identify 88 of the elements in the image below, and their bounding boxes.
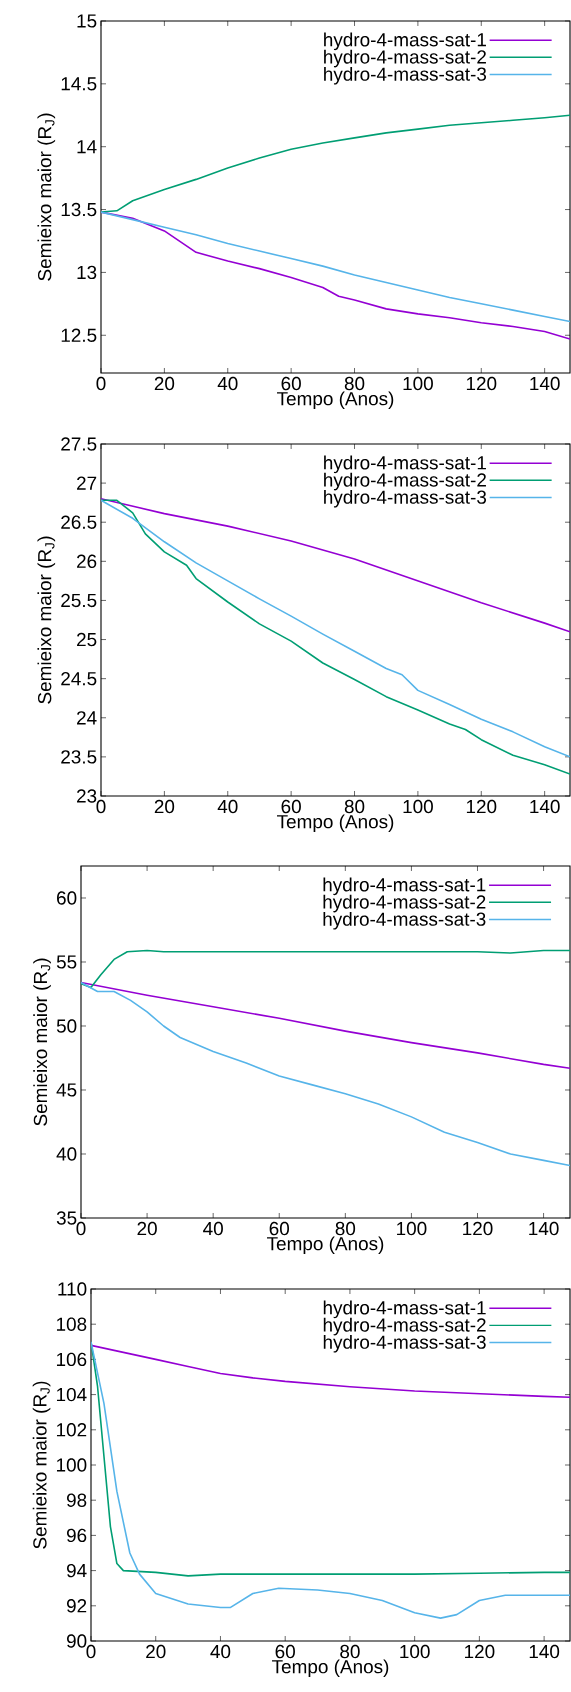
y-tick-label: 12.5 bbox=[61, 328, 97, 342]
y-tick-label: 96 bbox=[66, 1528, 87, 1543]
x-tick-label: 60 bbox=[269, 1221, 290, 1236]
x-axis-title: Tempo (Anos) bbox=[267, 1236, 384, 1255]
y-tick-label: 25.5 bbox=[61, 593, 97, 608]
legend-label: hydro-4-mass-sat-1 bbox=[323, 877, 486, 896]
y-tick-label: 98 bbox=[66, 1493, 87, 1507]
x-tick-label: 0 bbox=[96, 376, 106, 391]
x-tick-label: 100 bbox=[403, 376, 433, 391]
legend-label: hydro-4-mass-sat-3 bbox=[323, 911, 486, 930]
y-tick-label: 90 bbox=[66, 1634, 87, 1648]
x-tick-label: 80 bbox=[344, 376, 365, 391]
y-tick-label: 26 bbox=[77, 554, 97, 569]
legend-label: hydro-4-mass-sat-3 bbox=[324, 489, 487, 508]
y-tick-label: 13 bbox=[77, 265, 97, 280]
line-series bbox=[101, 114, 571, 213]
y-tick-label: 94 bbox=[66, 1563, 87, 1578]
y-tick-label: 35 bbox=[56, 1211, 77, 1225]
x-tick-label: 100 bbox=[400, 1644, 430, 1659]
x-tick-label: 0 bbox=[86, 1644, 96, 1659]
y-tick-label: 92 bbox=[66, 1599, 87, 1613]
x-tick-label: 80 bbox=[344, 799, 365, 814]
x-tick-label: 20 bbox=[154, 376, 175, 391]
legend-label: hydro-4-mass-sat-2 bbox=[324, 472, 486, 491]
y-tick-label: 27 bbox=[77, 476, 97, 490]
y-tick-label: 27.5 bbox=[61, 437, 97, 451]
x-tick-label: 140 bbox=[530, 799, 560, 814]
x-tick-label: 140 bbox=[529, 1221, 559, 1236]
x-tick-label: 20 bbox=[146, 1644, 166, 1659]
y-tick-label: 15 bbox=[77, 14, 97, 28]
x-tick-label: 40 bbox=[217, 799, 238, 814]
y-tick-label: 45 bbox=[56, 1083, 77, 1097]
x-tick-label: 140 bbox=[530, 376, 560, 391]
x-tick-label: 20 bbox=[137, 1221, 157, 1236]
y-tick-label: 23 bbox=[77, 789, 97, 803]
y-tick-label: 14.5 bbox=[61, 77, 97, 91]
x-tick-label: 20 bbox=[154, 799, 175, 814]
legend-label: hydro-4-mass-sat-2 bbox=[323, 894, 486, 913]
x-tick-label: 40 bbox=[217, 376, 238, 391]
y-tick-label: 26.5 bbox=[61, 515, 97, 529]
x-tick-label: 40 bbox=[210, 1644, 231, 1659]
y-tick-label: 108 bbox=[56, 1317, 87, 1331]
x-tick-label: 60 bbox=[281, 799, 301, 814]
legend-label: hydro-4-mass-sat-3 bbox=[323, 1334, 486, 1353]
legend-label: hydro-4-mass-sat-1 bbox=[324, 32, 486, 51]
x-tick-label: 80 bbox=[340, 1644, 360, 1659]
y-tick-label: 100 bbox=[56, 1458, 87, 1472]
y-tick-label: 24.5 bbox=[61, 671, 97, 686]
legend-label: hydro-4-mass-sat-3 bbox=[324, 66, 487, 85]
y-tick-label: 25 bbox=[77, 632, 97, 647]
y-tick-label: 106 bbox=[56, 1352, 87, 1367]
x-axis-title: Tempo (Anos) bbox=[272, 1659, 389, 1678]
x-tick-label: 60 bbox=[275, 1644, 295, 1659]
legend-label: hydro-4-mass-sat-2 bbox=[323, 1317, 486, 1336]
y-tick-label: 110 bbox=[58, 1282, 87, 1296]
y-tick-label: 40 bbox=[56, 1147, 77, 1161]
y-tick-label: 14 bbox=[77, 140, 97, 154]
line-series bbox=[81, 981, 571, 1070]
x-tick-label: 140 bbox=[529, 1644, 560, 1659]
y-axis-title: Semieixo maior (R$_{J}$) bbox=[37, 536, 56, 704]
x-tick-label: 100 bbox=[403, 799, 433, 814]
x-tick-label: 0 bbox=[76, 1221, 86, 1236]
y-tick-label: 60 bbox=[57, 891, 77, 905]
y-tick-label: 24 bbox=[77, 711, 97, 725]
legend-label: hydro-4-mass-sat-2 bbox=[324, 49, 486, 68]
y-tick-label: 50 bbox=[56, 1019, 77, 1033]
x-tick-label: 80 bbox=[335, 1221, 356, 1236]
y-axis-title: Semieixo maior (R$_{J}$) bbox=[33, 958, 51, 1126]
y-tick-label: 55 bbox=[56, 955, 77, 969]
x-tick-label: 120 bbox=[466, 799, 497, 814]
y-axis-title: Semieixo maior (R$_{J}$) bbox=[32, 1381, 51, 1549]
x-tick-label: 100 bbox=[397, 1221, 427, 1236]
line-series bbox=[81, 981, 571, 1167]
x-tick-label: 120 bbox=[465, 1644, 495, 1659]
legend-label: hydro-4-mass-sat-1 bbox=[323, 1300, 486, 1319]
y-tick-label: 13.5 bbox=[61, 202, 97, 217]
legend-label: hydro-4-mass-sat-1 bbox=[324, 455, 486, 474]
y-tick-label: 23.5 bbox=[61, 750, 97, 764]
x-tick-label: 40 bbox=[203, 1221, 223, 1236]
y-tick-label: 102 bbox=[56, 1423, 87, 1437]
x-axis-title: Tempo (Anos) bbox=[277, 814, 394, 833]
x-tick-label: 0 bbox=[96, 799, 106, 814]
y-tick-label: 104 bbox=[56, 1387, 87, 1402]
x-axis-title: Tempo (Anos) bbox=[277, 391, 394, 410]
x-tick-label: 60 bbox=[281, 376, 301, 391]
x-tick-label: 120 bbox=[466, 376, 497, 391]
x-tick-label: 120 bbox=[463, 1221, 493, 1236]
y-axis-title: Semieixo maior (R$_{J}$) bbox=[37, 113, 56, 281]
